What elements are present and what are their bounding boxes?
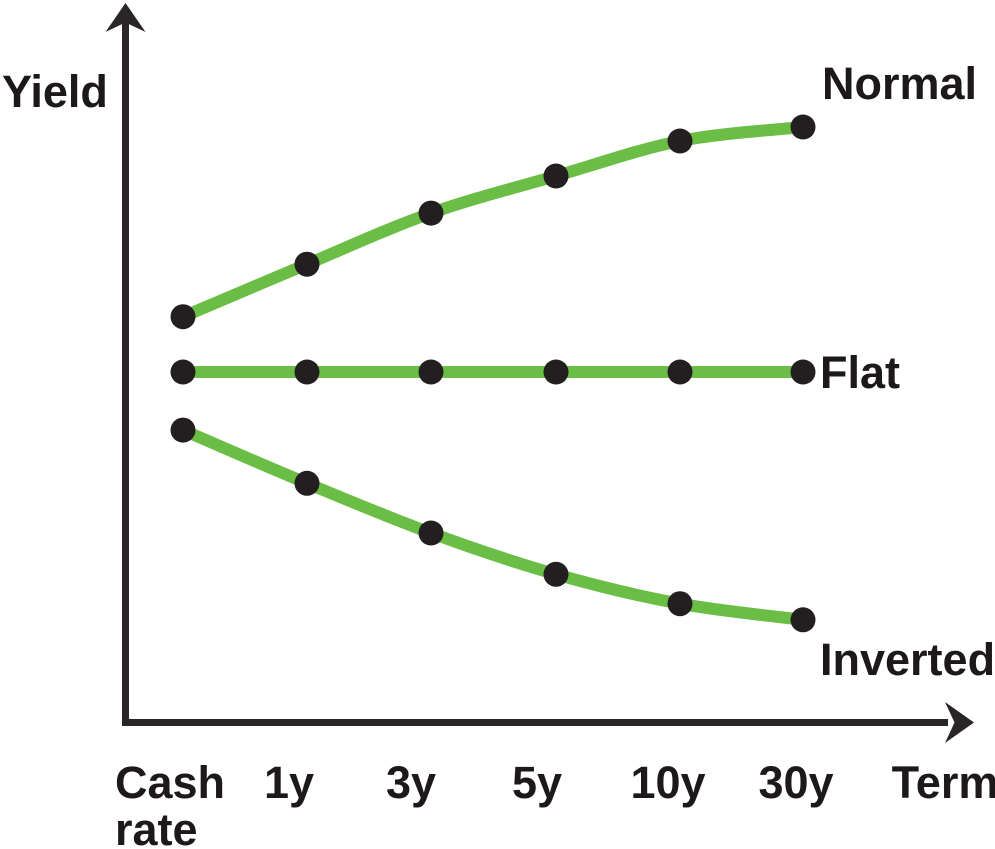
normal-data-point-marker [418, 200, 444, 226]
x-tick-label-10y: 10y [630, 757, 705, 808]
x-tick-label-1y: 1y [264, 757, 314, 808]
flat-data-point-marker [667, 359, 693, 385]
x-tick-label-30y: 30y [758, 757, 833, 808]
flat-data-point-marker [790, 359, 816, 385]
normal-data-point-marker [790, 114, 816, 140]
y-axis-label: Yield [2, 66, 108, 117]
x-axis-arrowhead-icon [945, 702, 974, 743]
x-axis-label: Term [892, 757, 995, 808]
x-tick-label-cash-rate: Cash rate [115, 757, 225, 849]
inverted-data-point-marker [790, 607, 816, 633]
x-tick-label-3y: 3y [386, 757, 436, 808]
normal-data-point-marker [667, 128, 693, 154]
normal-data-point-marker [170, 304, 196, 330]
y-axis-arrowhead-icon [105, 3, 146, 32]
inverted-data-point-marker [294, 470, 320, 496]
curve-label-normal: Normal [822, 58, 977, 109]
series-layer [170, 114, 816, 633]
inverted-data-point-marker [170, 417, 196, 443]
flat-data-point-marker [294, 359, 320, 385]
x-tick-label-5y: 5y [512, 757, 562, 808]
normal-data-point-marker [543, 163, 569, 189]
flat-data-point-marker [418, 359, 444, 385]
inverted-data-point-marker [418, 520, 444, 546]
axes-lines [122, 22, 948, 726]
normal-curve [177, 121, 809, 323]
inverted-data-point-marker [543, 561, 569, 587]
flat-data-point-marker [170, 359, 196, 385]
flat-data-point-marker [543, 359, 569, 385]
normal-data-point-marker [294, 251, 320, 277]
inverted-data-point-marker [667, 591, 693, 617]
curve-label-inverted: Inverted [820, 634, 995, 685]
inverted-curve [177, 424, 809, 626]
x-tick-labels: Cash rate 1y 3y 5y 10y 30y [115, 757, 834, 849]
curve-label-flat: Flat [820, 347, 900, 398]
